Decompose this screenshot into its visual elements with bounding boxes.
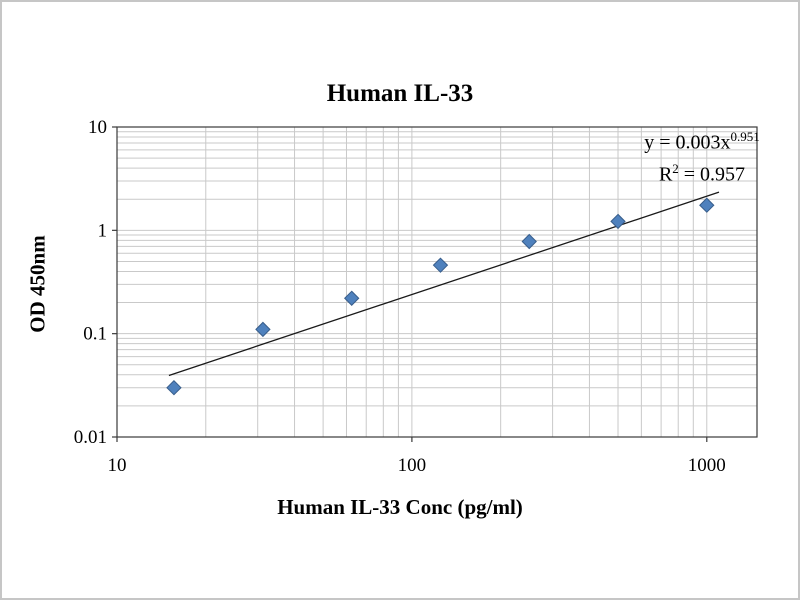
y-tick-label: 0.01 [74,427,107,448]
y-tick-label: 1 [98,220,108,241]
data-point-marker [343,290,360,306]
data-point-marker [610,213,626,230]
equation-exponent: 0.951 [730,129,760,144]
chart-title: Human IL-33 [326,80,474,107]
x-tick-label: 10 [108,455,127,476]
trendline-annotation: y = 0.003x0.951 R2 = 0.957 [577,124,798,188]
trendline [168,191,720,377]
r-squared-superscript: 2 [672,160,679,176]
y-axis-label: OD 450nm [25,235,50,333]
r-squared-symbol: R [658,163,673,186]
data-point-marker [521,233,537,250]
y-tick-label: 0.1 [83,324,107,345]
trendline-equation: y = 0.003x0.951 [577,124,798,156]
data-point-marker [699,197,715,213]
plot-border [116,126,758,438]
data-point-marker [166,379,182,396]
data-point-marker [255,321,271,338]
r-squared-number: = 0.957 [678,163,746,186]
r-squared-value: R2 = 0.957 [577,156,798,188]
equation-text: y = 0.003x [644,131,731,154]
data-point-marker [432,257,449,273]
x-axis-label: Human IL-33 Conc (pg/ml) [277,495,523,519]
x-tick-label: 1000 [688,455,726,476]
x-tick-label: 100 [398,455,427,476]
y-tick-label: 10 [88,117,107,138]
